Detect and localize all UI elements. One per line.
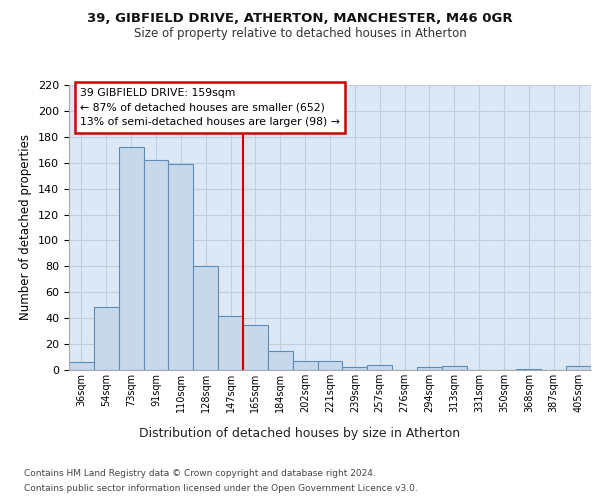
- Bar: [367, 365, 392, 370]
- Text: Contains HM Land Registry data © Crown copyright and database right 2024.: Contains HM Land Registry data © Crown c…: [24, 469, 376, 478]
- Bar: [293, 361, 317, 370]
- Text: Contains public sector information licensed under the Open Government Licence v3: Contains public sector information licen…: [24, 484, 418, 493]
- Text: Distribution of detached houses by size in Atherton: Distribution of detached houses by size …: [139, 428, 461, 440]
- Bar: [268, 350, 293, 370]
- Bar: [69, 362, 94, 370]
- Bar: [566, 366, 591, 370]
- Bar: [317, 361, 343, 370]
- Bar: [417, 368, 442, 370]
- Y-axis label: Number of detached properties: Number of detached properties: [19, 134, 32, 320]
- Bar: [119, 147, 143, 370]
- Bar: [193, 266, 218, 370]
- Bar: [94, 306, 119, 370]
- Text: 39, GIBFIELD DRIVE, ATHERTON, MANCHESTER, M46 0GR: 39, GIBFIELD DRIVE, ATHERTON, MANCHESTER…: [87, 12, 513, 26]
- Bar: [143, 160, 169, 370]
- Bar: [218, 316, 243, 370]
- Bar: [343, 368, 367, 370]
- Text: Size of property relative to detached houses in Atherton: Size of property relative to detached ho…: [134, 28, 466, 40]
- Text: 39 GIBFIELD DRIVE: 159sqm
← 87% of detached houses are smaller (652)
13% of semi: 39 GIBFIELD DRIVE: 159sqm ← 87% of detac…: [80, 88, 340, 127]
- Bar: [442, 366, 467, 370]
- Bar: [243, 324, 268, 370]
- Bar: [169, 164, 193, 370]
- Bar: [517, 368, 541, 370]
